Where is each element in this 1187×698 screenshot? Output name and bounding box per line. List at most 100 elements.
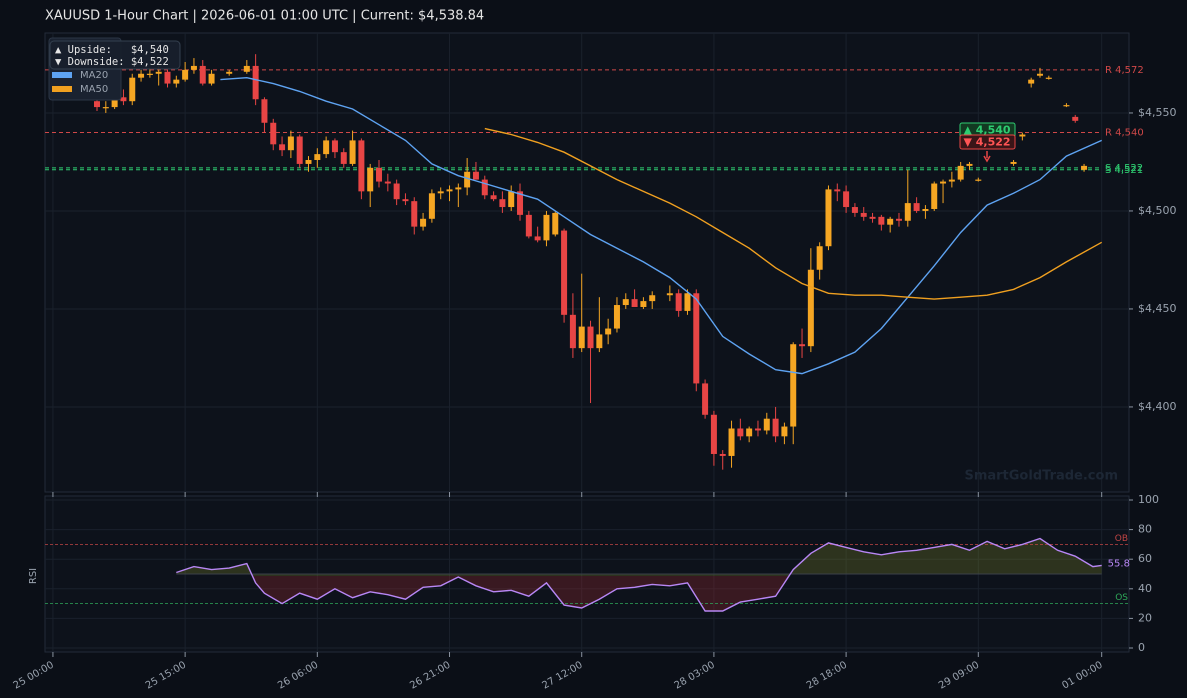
badge-arrow — [983, 151, 991, 163]
legend-label: MA20 — [80, 70, 108, 81]
candle-body — [340, 152, 347, 164]
candle-body — [1019, 134, 1026, 137]
candle-body — [393, 183, 400, 200]
downside-label: ▼ Downside: $4,522 — [55, 56, 169, 68]
candle-body — [869, 216, 876, 219]
candle-body — [904, 203, 911, 221]
candle-body — [102, 107, 109, 109]
legend-swatch — [52, 86, 72, 92]
candle-body — [252, 65, 259, 100]
candle-body — [384, 181, 391, 184]
candle-body — [146, 73, 153, 75]
rsi-line — [176, 537, 1102, 612]
candle-body — [182, 69, 189, 80]
candle-body — [754, 428, 761, 431]
rsi-fill-above — [176, 538, 1102, 576]
candle-body — [613, 305, 620, 329]
candle-body — [640, 301, 647, 307]
candle-body — [851, 207, 858, 213]
level-label: S 4,522 — [1105, 163, 1143, 174]
candle-body — [1081, 165, 1088, 170]
candle-body — [605, 328, 612, 335]
ma-line — [220, 76, 1102, 375]
candle-body — [190, 65, 197, 70]
candle-body — [710, 414, 717, 454]
candle-body — [957, 165, 964, 180]
candle-body — [975, 179, 982, 181]
candle-body — [437, 191, 444, 194]
candle-body — [887, 218, 894, 225]
candle-body — [243, 65, 250, 72]
badge-down — [959, 134, 1016, 150]
candle-body — [376, 167, 383, 182]
candle-body — [1063, 105, 1070, 107]
candle-body — [314, 154, 321, 160]
rsi-level-label: OB — [1115, 534, 1128, 544]
candle-body — [834, 189, 841, 192]
candle-body — [199, 65, 206, 84]
candle-body — [138, 73, 145, 78]
rsi-fill-below — [252, 576, 789, 611]
candle-body — [966, 163, 973, 166]
candle-body — [446, 189, 453, 192]
candle-body — [746, 428, 753, 437]
price-panel — [44, 32, 1130, 493]
candle-body — [737, 428, 744, 437]
candle-body — [525, 214, 532, 237]
candle-body — [860, 212, 867, 217]
rsi-axis-label: RSI — [28, 568, 39, 584]
y-tick-label: $4,400 — [1138, 400, 1177, 413]
y-tick-label: 60 — [1138, 552, 1152, 565]
candle-body — [1028, 79, 1035, 84]
candle-body — [781, 426, 788, 437]
rsi-level-label: OS — [1115, 593, 1128, 603]
candle-body — [948, 179, 955, 182]
candle-body — [261, 99, 268, 123]
candle-body — [287, 136, 294, 151]
candle-body — [411, 201, 418, 227]
candle-body — [666, 293, 673, 296]
candle-body — [931, 183, 938, 209]
candle-body — [402, 199, 409, 202]
y-tick-label: 20 — [1138, 611, 1152, 624]
candle-body — [208, 73, 215, 84]
info-box — [49, 40, 181, 70]
watermark: SmartGoldTrade.com — [964, 469, 1118, 484]
candle-body — [331, 140, 338, 153]
candle-body — [807, 269, 814, 347]
badge-down-label: ▼ 4,522 — [963, 136, 1010, 149]
candle-body — [569, 314, 576, 349]
y-tick-label: 40 — [1138, 582, 1152, 595]
candle-body — [93, 101, 100, 108]
candle-body — [649, 295, 656, 302]
rsi-current-label: 55.8 — [1108, 558, 1130, 569]
candle-body — [843, 191, 850, 208]
candle-body — [587, 326, 594, 349]
candle-body — [173, 79, 180, 84]
candle-body — [111, 97, 118, 108]
upside-label: ▲ Upside: $4,540 — [55, 44, 169, 56]
candle-body — [305, 159, 312, 164]
candle-body — [464, 171, 471, 188]
candle-body — [1072, 116, 1079, 121]
y-tick-label: $4,550 — [1138, 106, 1177, 119]
candle-body — [323, 140, 330, 155]
candle-body — [428, 193, 435, 219]
candle-body — [367, 167, 374, 192]
candle-body — [719, 453, 726, 456]
candle-body — [120, 97, 127, 102]
candle-body — [270, 122, 277, 145]
candle-body — [675, 293, 682, 311]
candle-body — [728, 428, 735, 456]
candle-body — [895, 218, 902, 221]
candle-body — [684, 293, 691, 311]
candle-body — [816, 246, 823, 270]
candle-body — [552, 212, 559, 235]
chart-title: XAUUSD 1-Hour Chart | 2026-06-01 01:00 U… — [45, 9, 484, 24]
candle-body — [279, 144, 286, 151]
candle-body — [1036, 73, 1043, 76]
level-label: R 4,572 — [1105, 65, 1144, 76]
candle-body — [472, 171, 479, 180]
candle-body — [296, 136, 303, 164]
